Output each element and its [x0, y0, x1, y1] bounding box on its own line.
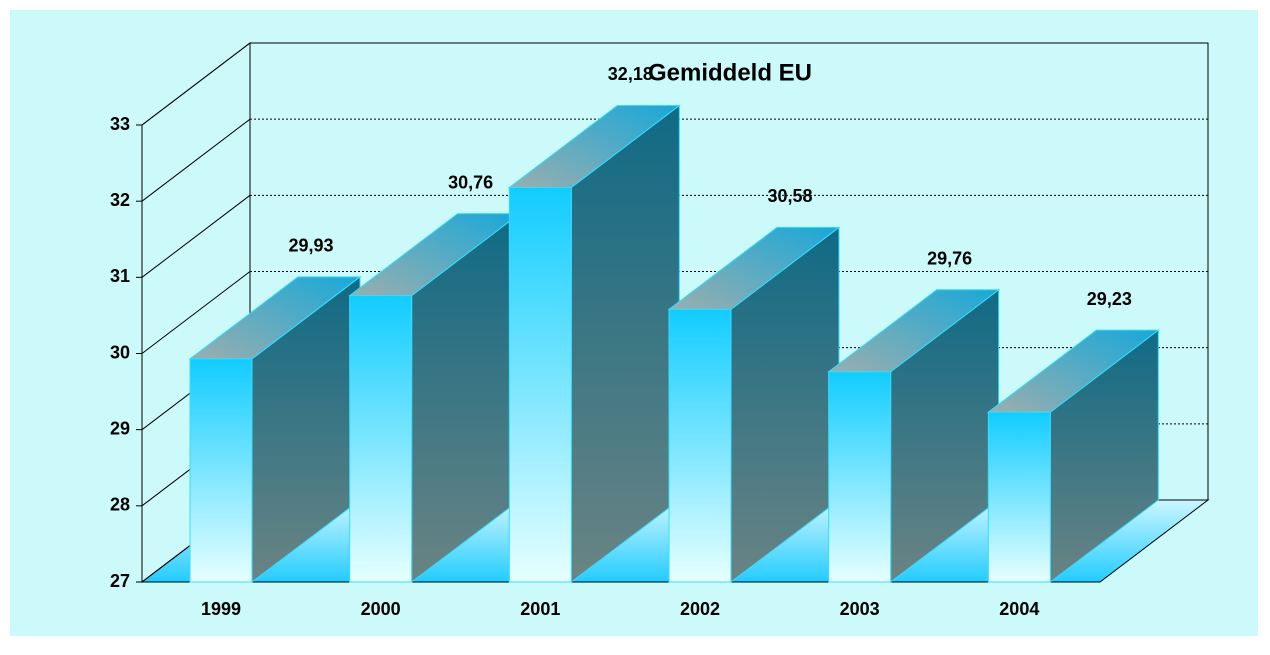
value-label: 30,58: [767, 186, 812, 206]
x-tick-label: 2002: [680, 599, 720, 619]
bar-front: [828, 371, 892, 583]
value-label: 30,76: [448, 172, 493, 192]
grid-line: [141, 118, 251, 202]
value-label: 29,76: [927, 249, 972, 269]
y-tick-label: 27: [110, 571, 130, 591]
value-label: 32,18: [608, 64, 653, 84]
bar: [827, 288, 1001, 584]
bar-front: [508, 186, 572, 583]
grid-line: [141, 194, 251, 278]
bar-front: [349, 295, 413, 583]
bar: [986, 329, 1160, 584]
x-tick-label: 1999: [201, 599, 241, 619]
bar: [507, 104, 681, 584]
bar-front: [987, 411, 1051, 583]
x-tick-label: 2001: [520, 599, 560, 619]
x-tick-label: 2000: [361, 599, 401, 619]
bar: [667, 226, 841, 584]
plot: 27 28 29 30 31 32 33 29,93 1999 30,76 2000 32,18 200…: [110, 41, 1210, 619]
bar: [188, 275, 362, 584]
y-tick-label: 28: [110, 495, 130, 515]
y-tick-label: 32: [110, 190, 130, 210]
grid-line: [141, 271, 251, 354]
value-label: 29,93: [288, 236, 333, 256]
x-tick-label: 2003: [840, 599, 880, 619]
bar-front: [189, 358, 253, 583]
x-tick-label: 2004: [999, 599, 1039, 619]
y-tick-label: 31: [110, 266, 130, 286]
bar: [348, 212, 522, 584]
y-tick-label: 30: [110, 342, 130, 362]
y-tick-label: 29: [110, 418, 130, 438]
bar-side: [570, 104, 680, 584]
chart-title: Gemiddeld EU: [648, 59, 812, 86]
value-label: 29,23: [1087, 289, 1132, 309]
grid-line: [141, 42, 251, 126]
bar-front: [668, 308, 732, 583]
y-tick-label: 33: [110, 114, 130, 134]
